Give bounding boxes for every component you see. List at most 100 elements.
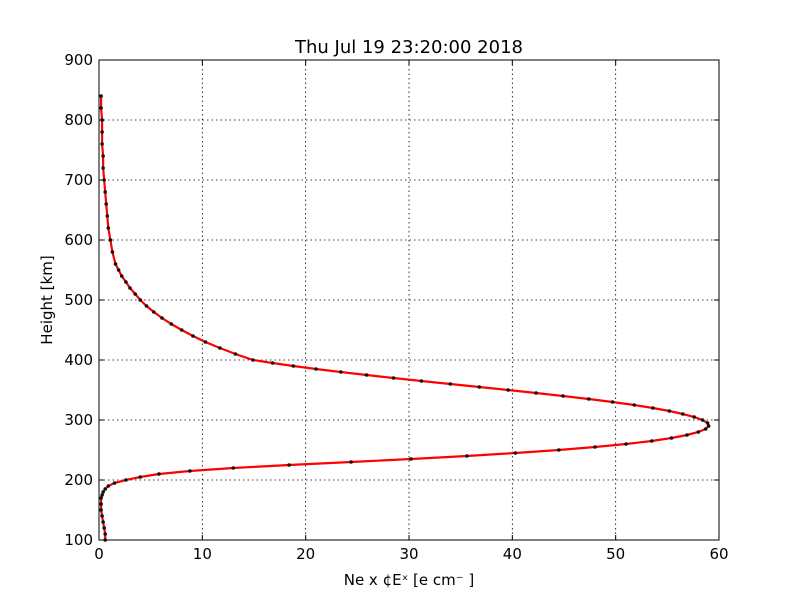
data-point <box>100 142 104 146</box>
plot-area <box>99 94 711 542</box>
data-point <box>99 508 103 512</box>
data-point <box>116 268 121 272</box>
x-tick-label: 0 <box>94 545 104 563</box>
y-tick-label: 100 <box>64 531 93 549</box>
data-point <box>101 166 105 170</box>
data-point <box>651 406 655 410</box>
data-point <box>157 472 161 476</box>
data-point <box>100 493 104 497</box>
data-point <box>465 454 469 458</box>
data-point <box>593 445 597 449</box>
data-point <box>705 421 710 425</box>
data-point <box>112 481 117 485</box>
data-point <box>681 412 685 416</box>
data-point <box>506 388 511 392</box>
data-point <box>102 178 106 182</box>
x-tick-label: 40 <box>503 545 522 563</box>
data-point <box>650 439 654 443</box>
data-point <box>99 94 103 98</box>
data-point <box>364 373 369 377</box>
data-point <box>561 394 565 398</box>
data-point <box>233 352 238 356</box>
data-point <box>669 436 674 440</box>
y-tick-label: 900 <box>64 51 93 69</box>
data-point <box>339 370 343 374</box>
data-point <box>448 382 453 386</box>
data-point <box>692 415 696 419</box>
y-tick-label: 400 <box>64 351 93 369</box>
data-point <box>218 346 222 350</box>
data-point <box>100 130 104 134</box>
data-point <box>477 385 482 389</box>
data-point <box>99 502 103 506</box>
data-point <box>106 484 111 488</box>
data-point <box>287 463 291 467</box>
axis-ticks: 0 10 20 30 40 50 60 100 200 300 400 500 600 700 800 900 <box>64 51 728 563</box>
data-point <box>101 490 105 494</box>
data-point <box>110 250 115 254</box>
data-point <box>231 466 236 470</box>
data-point <box>99 106 103 110</box>
data-point <box>108 238 113 242</box>
x-tick-label: 20 <box>296 545 315 563</box>
data-point <box>105 214 110 218</box>
data-point <box>700 418 705 422</box>
data-point <box>124 478 128 482</box>
data-point <box>534 391 538 395</box>
x-axis-label: Ne x ¢Eˣ [e cm⁻ ] <box>344 571 475 589</box>
data-point <box>103 190 107 194</box>
data-point <box>706 424 711 428</box>
data-point <box>587 397 591 401</box>
data-point <box>138 475 143 479</box>
grid-lines <box>99 60 719 540</box>
x-tick-label: 30 <box>399 545 418 563</box>
data-point <box>119 274 124 278</box>
data-point <box>103 487 107 491</box>
data-point <box>101 154 105 158</box>
data-point <box>152 310 156 314</box>
data-point <box>557 448 561 452</box>
data-point <box>133 292 137 296</box>
data-point <box>99 496 103 500</box>
data-point <box>513 451 518 455</box>
data-point <box>203 340 208 344</box>
data-point <box>138 298 143 302</box>
data-point <box>191 334 195 338</box>
y-tick-label: 600 <box>64 231 93 249</box>
chart-title: Thu Jul 19 23:20:00 2018 <box>294 37 523 58</box>
data-point <box>419 379 424 383</box>
data-point <box>624 442 628 446</box>
y-tick-label: 500 <box>64 291 93 309</box>
y-axis-label: Height [km] <box>38 255 56 344</box>
x-tick-label: 10 <box>193 545 212 563</box>
x-tick-label: 60 <box>709 545 728 563</box>
data-point <box>104 202 108 206</box>
data-point <box>160 316 164 320</box>
y-tick-label: 700 <box>64 171 93 189</box>
data-point <box>103 532 107 536</box>
data-point <box>703 427 708 431</box>
data-point <box>188 469 192 473</box>
data-point <box>106 226 111 230</box>
y-tick-label: 200 <box>64 471 93 489</box>
data-point <box>696 430 701 434</box>
data-point <box>113 262 118 266</box>
data-point <box>291 364 296 368</box>
data-point <box>101 520 105 524</box>
data-point <box>102 526 106 530</box>
data-point <box>251 358 255 362</box>
data-point <box>349 460 353 464</box>
data-point <box>124 280 128 284</box>
data-point <box>314 367 318 371</box>
data-point <box>632 403 637 407</box>
data-point <box>667 409 672 413</box>
data-point <box>391 376 396 380</box>
data-point <box>685 433 689 437</box>
series-line <box>99 96 710 540</box>
data-point <box>270 361 275 365</box>
data-point <box>169 322 174 326</box>
data-point <box>144 304 149 308</box>
x-tick-label: 50 <box>606 545 625 563</box>
data-point <box>128 286 132 290</box>
